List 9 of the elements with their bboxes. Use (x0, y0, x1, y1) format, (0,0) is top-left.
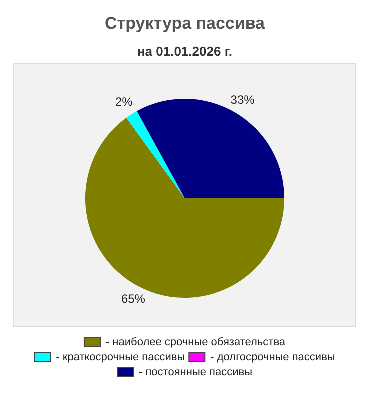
legend-label: - постоянные пассивы (139, 366, 253, 379)
legend-label: - краткосрочные пассивы (56, 352, 186, 364)
chart-title: Структура пассива (104, 14, 266, 33)
data-label: 65% (121, 292, 146, 306)
data-label: 2% (115, 94, 134, 109)
legend-label: - долгосрочные пассивы (210, 352, 336, 364)
data-label: 33% (230, 93, 256, 108)
legend-label: - наиболее срочные обязательства (106, 336, 286, 349)
chart-subtitle: на 01.01.2026 г. (137, 44, 233, 59)
